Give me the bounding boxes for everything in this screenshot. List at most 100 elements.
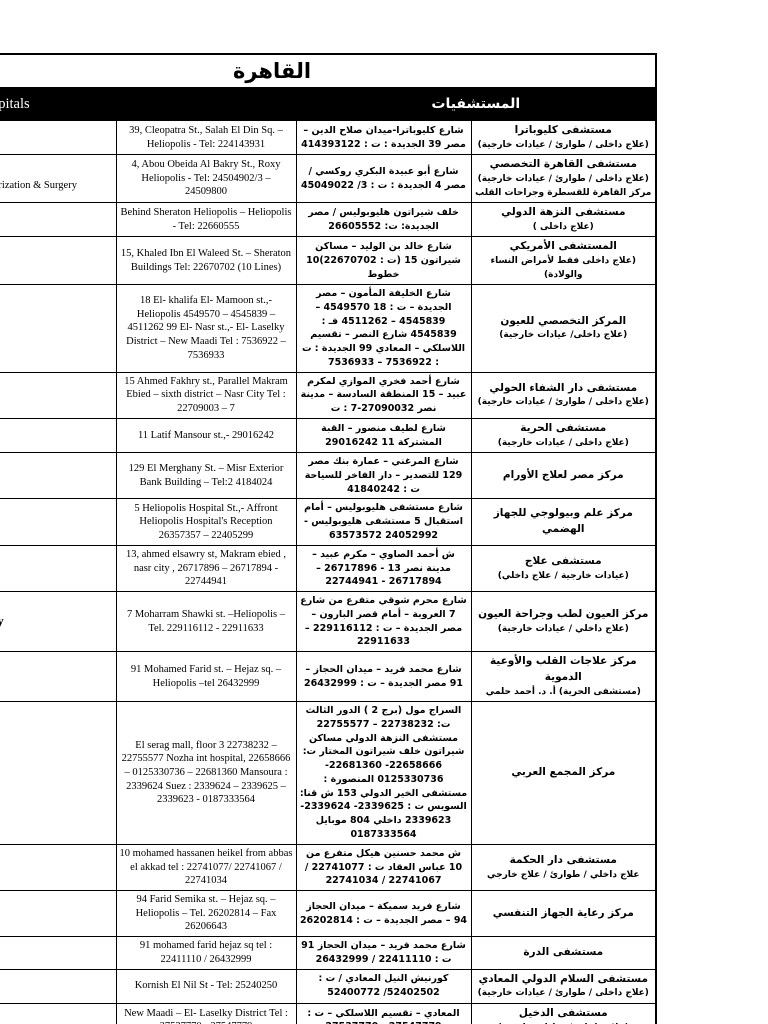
hospital-name-ar-main: مركز علم وبيولوجي للجهاز الهضمي: [493, 507, 633, 536]
column-header-hospitals-ar: المستشفيات: [295, 87, 657, 121]
table-row: ...logy Center129 El Merghany St. – Misr…: [0, 452, 657, 500]
hospital-name-ar: مركز رعاية الجهاز التنفسي: [470, 890, 657, 937]
hospital-name-en: ...enter For GIT: [0, 498, 117, 546]
hospital-address-ar: شارع أبو عبيدة البكري روكسي / مصر 4 الجد…: [295, 154, 472, 203]
hospital-name-en: ...ma hospital(...gency / Out-patient): [0, 843, 117, 892]
hospital-address-en: 39, Cleopatra St., Salah El Din Sq. – He…: [115, 119, 297, 156]
hospital-name-en-main: ...a hospital: [0, 945, 113, 960]
hospital-address-en: 94 Farid Semika st. – Hejaz sq. – Heliop…: [115, 890, 297, 937]
hospital-address-ar: شارع فريد سميكة – ميدان الحجاز 94 – مصر …: [295, 890, 472, 937]
hospital-address-en: 15, Khaled Ibn El Waleed St. – Sheraton …: [115, 236, 297, 285]
hospital-address-en: 7 Moharram Shawki st. –Heliopolis – Tel.…: [115, 591, 297, 653]
hospital-address-ar: شارع محرم شوقي متفرع من شارع 7 العروبة –…: [295, 591, 472, 653]
hospital-services-ar: (علاج داخلى / طوارئ / عيادات خارجية): [477, 139, 649, 150]
hospital-address-en: 18 El- khalifa El- Mamoon st.,- Heliopol…: [115, 284, 297, 373]
hospital-name-ar: مستشفى دار الشفاء الحولي (علاج داخلى / طو…: [470, 371, 657, 419]
hospital-name-ar: مستشفى السلام الدولي المعادي (علاج داخلى …: [470, 968, 657, 1004]
hospital-name-en-main: ... - Al Maadi: [0, 973, 113, 988]
table-row: ...lized Center(... / Out-patient )18 El…: [0, 284, 657, 373]
hospital-address-ar: شارع أحمد فخري الموازي لمكرم عبيد – 15 ا…: [295, 371, 472, 419]
hospital-name-ar-main: المركز التخصصي للعيون: [500, 314, 627, 327]
hospital-services-en: (...gency / Out-patient) ...rization & S…: [0, 180, 77, 192]
table-row: ...el Hospital(... / Out-patient )New Ma…: [0, 1002, 657, 1024]
hospital-name-en: ...are Center(...a hospital): [0, 651, 117, 703]
hospital-address-en: Kornish El Nil St - Tel: 25240250: [115, 968, 297, 1004]
hospital-address-en: 13, ahmed elsawry st, Makram ebied , nas…: [115, 544, 297, 593]
hospital-name-ar: مستشفى النزهة الدولي (علاج داخلى ): [470, 201, 657, 238]
hospital-services-en: (... / Out- patient ): [0, 437, 113, 449]
hospital-services-en: (...gency / Out-patient): [0, 869, 113, 881]
hospital-address-ar: شارع مستشفى هليوبوليس – أمام استقبال 5 م…: [295, 498, 472, 546]
hospital-name-en: ...a hospital: [0, 935, 117, 970]
hospital-name-en-main: ...or Ophthalmology: [0, 613, 4, 629]
hospital-name-en: ...el Hospital(... / Out-patient ): [0, 1002, 117, 1024]
hospital-name-ar: المركز التخصصي للعيون (علاج داخلى/ عيادات…: [470, 284, 657, 373]
table-row: ...or Ophthalmology 7 Moharram Shawki st.…: [0, 591, 657, 653]
hospital-name-en: ...n Hospital(...patient ): [0, 236, 117, 285]
hospital-name-en: ... - Al Maadi(...gency / Out-patient): [0, 968, 117, 1004]
hospital-services-ar: (علاج داخلى / طوارئ / عيادات خارجية) مرك…: [475, 174, 652, 198]
hospital-name-en: ...logy Center: [0, 452, 117, 500]
page-title-cell: القاهرة: [0, 53, 657, 88]
hospital-address-en: New Maadi – El- Laselky District Tel : 2…: [115, 1002, 297, 1024]
table-row: ...ya hospital(... / Out- patient )11 La…: [0, 417, 657, 454]
hospital-name-en-main: ...logy Center: [0, 469, 113, 484]
hospital-address-en: 4, Abou Obeida Al Bakry St., Roxy Heliop…: [115, 154, 297, 203]
hospital-name-ar-main: مستشفى القاهرة التخصصي: [489, 158, 637, 171]
hospital-name-en: ...lized Center(... / Out-patient ): [0, 284, 117, 373]
hospital-name-en-main: ...lized Center: [0, 315, 113, 330]
hospital-services-ar: (مستشفى الحرية) أ. د. أحمد حلمي: [485, 686, 641, 697]
hospital-name-ar: مركز علاجات القلب والأوعية الدموية (مستشف…: [470, 651, 657, 703]
hospital-name-ar: مركز العيون لطب وجراحة العيون (علاج داخلي…: [470, 591, 657, 653]
hospital-address-en: 129 El Merghany St. – Misr Exterior Bank…: [115, 452, 297, 500]
table-row: ... - Al Maadi(...gency / Out-patient)Ko…: [0, 968, 657, 1004]
hospital-name-ar: مستشفى دار الحكمة علاج داخلي / طوارئ / عل…: [470, 843, 657, 892]
hospital-name-ar: مركز المجمع العربي: [470, 701, 657, 845]
hospital-address-ar: شارع خالد بن الوليد – مساكن شيراتون 15 (…: [295, 236, 472, 285]
hospital-name-ar: مستشفى الدخيل (علاج داخلى / عيادات خارجية…: [470, 1002, 657, 1024]
hospital-name-ar-main: مستشفى دار الشفاء الحولي: [489, 381, 638, 394]
hospital-name-en: ...ational Hospital(.../Emergency): [0, 201, 117, 238]
hospital-name-ar-main: مستشفى السلام الدولي المعادي: [478, 972, 648, 985]
page-title: القاهرة: [232, 59, 312, 83]
hospital-address-en: 91 Mohamed Farid st. – Hejaz sq. – Helio…: [115, 651, 297, 703]
column-header-address-en: [115, 87, 297, 121]
table-row: ...enter For GIT5 Heliopolis Hospital St…: [0, 498, 657, 546]
hospital-name-en: ...or Ophthalmology: [0, 591, 117, 653]
hospital-address-en: 11 Latif Mansour st.,- 29016242: [115, 417, 297, 454]
hospital-name-ar-main: مستشفى النزهة الدولي: [501, 206, 626, 218]
hospital-services-en: (.../Emergency): [0, 221, 113, 233]
hospital-address-en: 10 mohamed hassanen heikel from abbas el…: [115, 843, 297, 892]
table-row: ...a hospital91 mohamed farid hejaz sq t…: [0, 935, 657, 970]
hospital-services-ar: علاج داخلي / طوارئ / علاج خارجي: [486, 869, 640, 880]
table-title-row: القاهرة: [0, 53, 657, 88]
hospital-name-en-main: ...ational Hospital: [0, 382, 113, 397]
hospital-address-en: Behind Sheraton Heliopolis – Heliopolis …: [115, 201, 297, 238]
hospital-name-en-main: ...enter For GIT: [0, 515, 113, 530]
hospital-name-en-main: ...art center: [0, 766, 113, 781]
hospital-services-en: (...gency / Out-patient): [0, 139, 113, 151]
table-row: ...y Care Center94 Farid Semika st. – He…: [0, 890, 657, 937]
hospital-name-en: ...lized Hospital(...gency / Out-patient…: [0, 154, 117, 203]
hospital-address-ar: شارع الخليفة المأمون – مصر الجديدة – ت :…: [295, 284, 472, 373]
hospital-address-en: 15 Ahmed Fakhry st., Parallel Makram Ebi…: [115, 371, 297, 419]
hospital-name-ar: مستشفى الدرة: [470, 935, 657, 970]
hospital-services-en: (...atient / Emergency): [0, 397, 113, 409]
table-header-row: Hospitals المستشفيات: [0, 87, 657, 121]
hospital-name-en-main: ...ational Hospital: [0, 206, 113, 221]
hospital-address-ar: شارع محمد فريد – ميدان الحجاز 91 ت : 224…: [295, 935, 472, 970]
hospital-services-ar: (علاج داخلى / طوارئ / عيادات خارجية): [477, 988, 649, 999]
hospital-address-en: El serag mall, floor 3 22738232 – 227555…: [115, 701, 297, 845]
hospital-name-ar-main: مستشفى الدخيل: [518, 1006, 608, 1019]
hospital-name-en-main: ...ma hospital: [0, 854, 113, 869]
hospital-name-ar-main: المستشفى الأمريكي: [509, 240, 617, 253]
hospital-services-en: (...patient ): [0, 262, 113, 274]
hospital-name-en: ...art center: [0, 701, 117, 845]
hospital-name-ar-main: مستشفى كليوباترا: [514, 124, 612, 136]
hospital-name-ar-main: مركز رعاية الجهاز التنفسي: [492, 906, 634, 919]
hospital-services-ar: (علاج داخلى/ عيادات خارجية): [499, 330, 628, 341]
table-row: ...ma hospital(...gency / Out-patient)10…: [0, 843, 657, 892]
hospital-services-ar: (علاج داخلى فقط لأمراض النساء والولادة): [490, 256, 636, 280]
hospital-name-en-main: ...n Hospital: [0, 247, 113, 262]
